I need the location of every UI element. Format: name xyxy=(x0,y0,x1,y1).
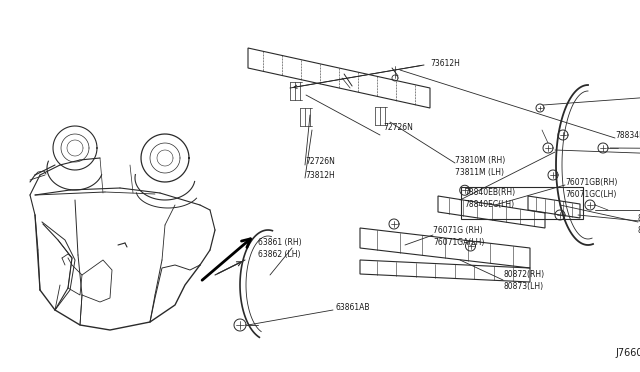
Text: 63861AB: 63861AB xyxy=(335,302,369,311)
Text: J76600G7: J76600G7 xyxy=(615,348,640,358)
Text: 78840EC(LH): 78840EC(LH) xyxy=(464,201,514,209)
Text: 76071G (RH): 76071G (RH) xyxy=(433,225,483,234)
Text: 76071GC(LH): 76071GC(LH) xyxy=(565,189,616,199)
Text: 82872(RH): 82872(RH) xyxy=(638,214,640,222)
Text: 78840EB(RH): 78840EB(RH) xyxy=(464,189,515,198)
Text: 78834E: 78834E xyxy=(615,131,640,140)
Text: 63861 (RH): 63861 (RH) xyxy=(258,237,301,247)
Text: 76071GB(RH): 76071GB(RH) xyxy=(565,177,618,186)
Text: 80872(RH): 80872(RH) xyxy=(503,270,544,279)
Text: 80873(LH): 80873(LH) xyxy=(503,282,543,292)
Text: 73812H: 73812H xyxy=(305,170,335,180)
Text: 72726N: 72726N xyxy=(305,157,335,167)
Text: 63862 (LH): 63862 (LH) xyxy=(258,250,301,259)
Text: 82873(LH): 82873(LH) xyxy=(638,225,640,234)
Text: 73810M (RH): 73810M (RH) xyxy=(455,155,505,164)
Text: 73811M (LH): 73811M (LH) xyxy=(455,169,504,177)
Text: 73612H: 73612H xyxy=(430,58,460,67)
Text: 72726N: 72726N xyxy=(383,124,413,132)
Text: 76071GA(LH): 76071GA(LH) xyxy=(433,237,484,247)
